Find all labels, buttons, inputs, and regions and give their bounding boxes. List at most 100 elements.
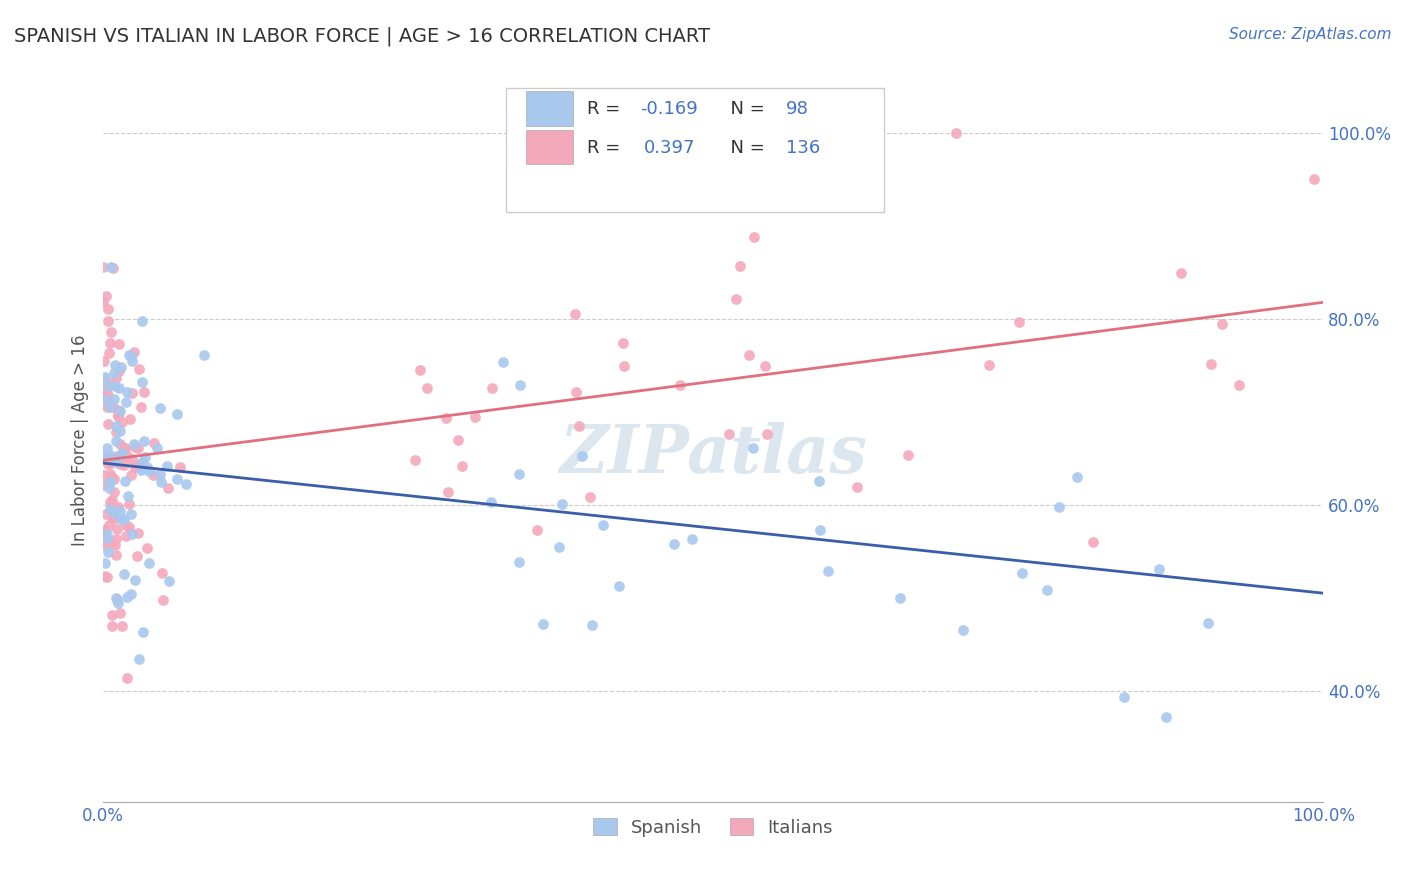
Point	[101, 376, 124, 391]
Point	[193, 348, 215, 362]
Point	[612, 359, 634, 373]
Point	[481, 381, 503, 395]
Point	[118, 520, 141, 534]
Point	[120, 349, 142, 363]
Point	[103, 503, 125, 517]
Point	[108, 437, 131, 451]
Point	[124, 459, 146, 474]
Point	[437, 484, 460, 499]
Point	[717, 427, 740, 442]
Point	[724, 292, 747, 306]
Point	[107, 592, 129, 607]
Text: N =: N =	[720, 100, 770, 119]
Point	[94, 532, 117, 546]
Point	[131, 375, 153, 389]
Point	[94, 523, 117, 537]
Point	[156, 481, 179, 495]
Point	[103, 472, 125, 486]
Point	[508, 556, 530, 570]
Point	[115, 449, 138, 463]
Point	[115, 671, 138, 685]
Point	[112, 512, 135, 526]
Point	[98, 346, 121, 360]
Point	[1066, 469, 1088, 483]
Point	[166, 408, 188, 422]
Point	[112, 566, 135, 581]
Point	[103, 392, 125, 407]
Point	[174, 477, 197, 491]
Point	[492, 355, 515, 369]
Point	[98, 518, 121, 533]
Point	[103, 506, 125, 520]
Point	[98, 502, 121, 516]
Text: ZIPatlas: ZIPatlas	[560, 422, 868, 487]
Point	[129, 401, 152, 415]
Point	[662, 536, 685, 550]
Point	[93, 353, 115, 368]
Point	[150, 566, 173, 581]
Point	[100, 457, 122, 471]
Point	[107, 596, 129, 610]
Point	[118, 348, 141, 362]
Point	[149, 401, 172, 415]
Point	[108, 424, 131, 438]
Point	[105, 522, 128, 536]
Point	[101, 619, 124, 633]
Point	[578, 490, 600, 504]
Point	[101, 511, 124, 525]
Point	[567, 418, 589, 433]
Point	[1197, 615, 1219, 630]
Point	[131, 625, 153, 640]
Point	[96, 531, 118, 545]
Text: 136: 136	[786, 139, 821, 157]
Point	[581, 618, 603, 632]
Point	[97, 379, 120, 393]
Text: R =: R =	[588, 139, 627, 157]
Point	[127, 526, 149, 541]
Text: 0.397: 0.397	[644, 139, 695, 157]
Point	[817, 564, 839, 578]
Point	[97, 387, 120, 401]
Point	[592, 518, 614, 533]
Point	[741, 441, 763, 455]
Point	[96, 570, 118, 584]
Point	[479, 494, 502, 508]
Point	[94, 381, 117, 395]
Point	[117, 489, 139, 503]
Point	[124, 440, 146, 454]
Point	[96, 457, 118, 471]
Point	[96, 539, 118, 553]
Point	[100, 260, 122, 275]
Point	[108, 337, 131, 351]
Point	[105, 548, 128, 562]
Point	[121, 354, 143, 368]
Point	[98, 467, 121, 481]
Point	[94, 556, 117, 570]
Point	[607, 579, 630, 593]
Point	[612, 336, 634, 351]
Point	[105, 455, 128, 469]
Point	[117, 384, 139, 399]
Point	[97, 481, 120, 495]
Point	[142, 436, 165, 450]
Point	[114, 442, 136, 457]
Point	[742, 230, 765, 244]
Point	[122, 437, 145, 451]
Point	[571, 450, 593, 464]
Point	[128, 362, 150, 376]
Point	[169, 459, 191, 474]
Point	[91, 523, 114, 537]
Point	[107, 500, 129, 514]
Point	[94, 390, 117, 404]
Point	[103, 366, 125, 380]
FancyBboxPatch shape	[526, 91, 572, 126]
Point	[464, 409, 486, 424]
Point	[564, 307, 586, 321]
Point	[952, 623, 974, 637]
Point	[551, 497, 574, 511]
Point	[107, 409, 129, 423]
Point	[110, 512, 132, 526]
Point	[134, 450, 156, 465]
Point	[681, 532, 703, 546]
Point	[98, 400, 121, 414]
